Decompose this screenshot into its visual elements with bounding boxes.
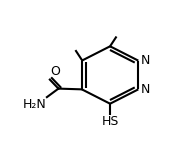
Text: N: N [141,54,150,67]
Text: N: N [141,83,150,96]
Text: HS: HS [101,116,119,129]
Text: H₂N: H₂N [22,98,46,111]
Text: O: O [51,65,61,78]
